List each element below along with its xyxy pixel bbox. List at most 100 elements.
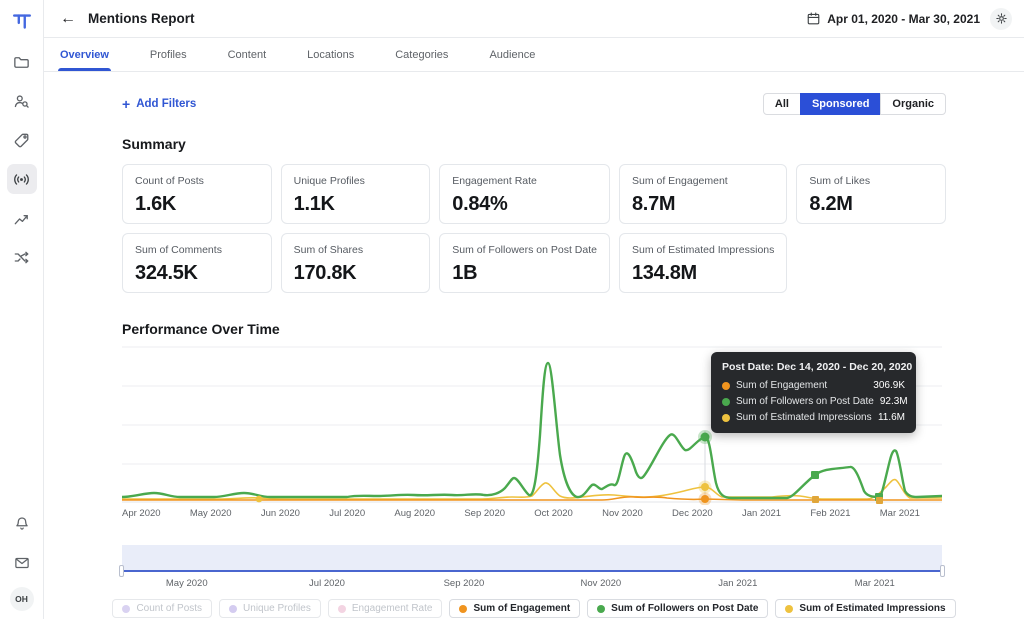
- shuffle-icon: [14, 251, 29, 263]
- card-label: Sum of Followers on Post Date: [452, 244, 597, 256]
- legend-sum-of-engagement[interactable]: Sum of Engagement: [449, 599, 581, 618]
- app-logo[interactable]: [9, 9, 35, 35]
- brush-axis-labels: May 2020 Jul 2020 Sep 2020 Nov 2020 Jan …: [122, 578, 942, 591]
- card-value: 1.6K: [135, 193, 177, 215]
- user-search-icon: [14, 94, 29, 108]
- brush-selection-line: [122, 570, 942, 572]
- hover-marker-followers: [698, 430, 712, 444]
- summary-card: Engagement Rate 0.84%: [439, 164, 610, 224]
- legend-sum-of-estimated-impressions[interactable]: Sum of Estimated Impressions: [775, 599, 956, 618]
- summary-title: Summary: [122, 136, 186, 152]
- brush-handle-left[interactable]: [119, 565, 124, 577]
- legend-engagement-rate[interactable]: Engagement Rate: [327, 599, 443, 618]
- legend-dot-icon: [597, 604, 606, 613]
- brush-handle-right[interactable]: [940, 565, 945, 577]
- impressions-point-marker: [876, 497, 883, 504]
- segment-all[interactable]: All: [762, 93, 801, 115]
- estimated-impressions-line: [122, 478, 942, 500]
- sidebar-item-folder[interactable]: [7, 47, 37, 77]
- followers-line: [122, 361, 942, 500]
- x-tick: Nov 2020: [602, 508, 643, 519]
- settings-button[interactable]: [990, 7, 1012, 30]
- performance-chart[interactable]: Post Date: Dec 14, 2020 - Dec 20, 2020 S…: [122, 345, 942, 505]
- tooltip-row: Sum of Engagement 306.9K: [722, 380, 905, 391]
- logo-icon: [12, 14, 31, 29]
- summary-card: Sum of Estimated Impressions 134.8M: [618, 233, 788, 293]
- main-area: ← Mentions Report Apr 01, 2020 - Mar 30,…: [44, 0, 1024, 619]
- card-value: 324.5K: [135, 262, 198, 284]
- legend-count-of-posts[interactable]: Count of Posts: [112, 599, 213, 618]
- sidebar-item-tag[interactable]: [7, 125, 37, 155]
- avatar[interactable]: OH: [9, 587, 34, 611]
- legend-sum-of-followers[interactable]: Sum of Followers on Post Date: [587, 599, 769, 618]
- tab-locations[interactable]: Locations: [307, 48, 355, 61]
- sidebar-bottom: OH: [7, 509, 37, 611]
- tab-categories[interactable]: Categories: [395, 48, 449, 61]
- sponsorship-segmented-control: All Sponsored Organic: [762, 93, 946, 115]
- sidebar-item-broadcast[interactable]: [6, 164, 37, 194]
- legend-dot-icon: [785, 604, 794, 613]
- sidebar: OH: [0, 0, 44, 619]
- card-label: Engagement Rate: [452, 175, 537, 187]
- x-tick: Sep 2020: [464, 508, 506, 519]
- legend-label: Sum of Followers on Post Date: [611, 603, 759, 614]
- legend-unique-profiles[interactable]: Unique Profiles: [219, 599, 321, 618]
- x-tick: Oct 2020: [534, 508, 573, 519]
- trend-chart-icon: [14, 214, 28, 224]
- tooltip-row: Sum of Estimated Impressions 11.6M: [722, 412, 905, 423]
- engagement-dot-icon: [722, 381, 730, 390]
- tooltip-title: Post Date: Dec 14, 2020 - Dec 20, 2020: [722, 361, 913, 373]
- messages-button[interactable]: [7, 548, 37, 578]
- tab-profiles[interactable]: Profiles: [149, 48, 187, 61]
- card-label: Sum of Estimated Impressions: [631, 244, 775, 256]
- date-range-label: Apr 01, 2020 - Mar 30, 2021: [827, 11, 980, 26]
- brush-tick: Jul 2020: [309, 578, 345, 589]
- chart-legend: Count of Posts Unique Profiles Engagemen…: [112, 599, 956, 618]
- impressions-dot-icon: [722, 413, 730, 422]
- sidebar-nav: [6, 47, 37, 272]
- top-bar: ← Mentions Report Apr 01, 2020 - Mar 30,…: [44, 0, 1024, 38]
- brush-tick: Jan 2021: [718, 578, 758, 589]
- summary-card: Sum of Likes 8.2M: [796, 164, 946, 224]
- back-arrow-icon[interactable]: ←: [60, 9, 76, 27]
- card-value: 0.84%: [452, 193, 508, 215]
- legend-dot-icon: [337, 604, 346, 613]
- card-value: 1.1K: [293, 193, 335, 215]
- chart-tooltip: Post Date: Dec 14, 2020 - Dec 20, 2020 S…: [711, 352, 916, 433]
- segment-sponsored[interactable]: Sponsored: [799, 93, 882, 115]
- summary-card: Sum of Shares 170.8K: [280, 233, 431, 293]
- sidebar-item-shuffle[interactable]: [7, 242, 37, 272]
- tab-overview[interactable]: Overview: [58, 48, 111, 71]
- brush-tick: May 2020: [165, 578, 208, 589]
- segment-organic[interactable]: Organic: [880, 93, 946, 115]
- sidebar-item-user-search[interactable]: [7, 86, 37, 116]
- hover-marker-engagement: [698, 492, 712, 505]
- brush-tick: Mar 2021: [854, 578, 895, 589]
- tooltip-series-name: Sum of Followers on Post Date: [736, 396, 874, 407]
- impressions-point-marker: [255, 495, 263, 503]
- x-tick: Dec 2020: [672, 508, 713, 519]
- legend-label: Sum of Estimated Impressions: [799, 603, 946, 614]
- card-value: 170.8K: [293, 262, 357, 284]
- legend-label: Count of Posts: [136, 603, 203, 614]
- card-value: 134.8M: [631, 262, 697, 284]
- x-tick: Mar 2021: [879, 508, 920, 519]
- tab-audience[interactable]: Audience: [489, 48, 536, 61]
- add-filters-button[interactable]: + Add Filters: [122, 96, 196, 112]
- tooltip-series-value: 11.6M: [877, 412, 905, 423]
- summary-card: Sum of Followers on Post Date 1B: [439, 233, 610, 293]
- timeline-brush[interactable]: [119, 545, 945, 577]
- x-tick: Jul 2020: [329, 508, 366, 519]
- mail-icon: [14, 557, 29, 569]
- legend-dot-icon: [229, 604, 238, 613]
- card-label: Unique Profiles: [293, 175, 365, 187]
- filters-row: + Add Filters All Sponsored Organic: [122, 92, 946, 116]
- legend-dot-icon: [459, 604, 468, 613]
- tooltip-row: Sum of Followers on Post Date 92.3M: [722, 396, 908, 407]
- x-tick: Jun 2020: [260, 508, 300, 519]
- notifications-button[interactable]: [7, 509, 37, 539]
- sidebar-item-trend[interactable]: [7, 203, 37, 233]
- date-range-picker[interactable]: Apr 01, 2020 - Mar 30, 2021: [806, 11, 980, 26]
- tab-content[interactable]: Content: [227, 48, 267, 61]
